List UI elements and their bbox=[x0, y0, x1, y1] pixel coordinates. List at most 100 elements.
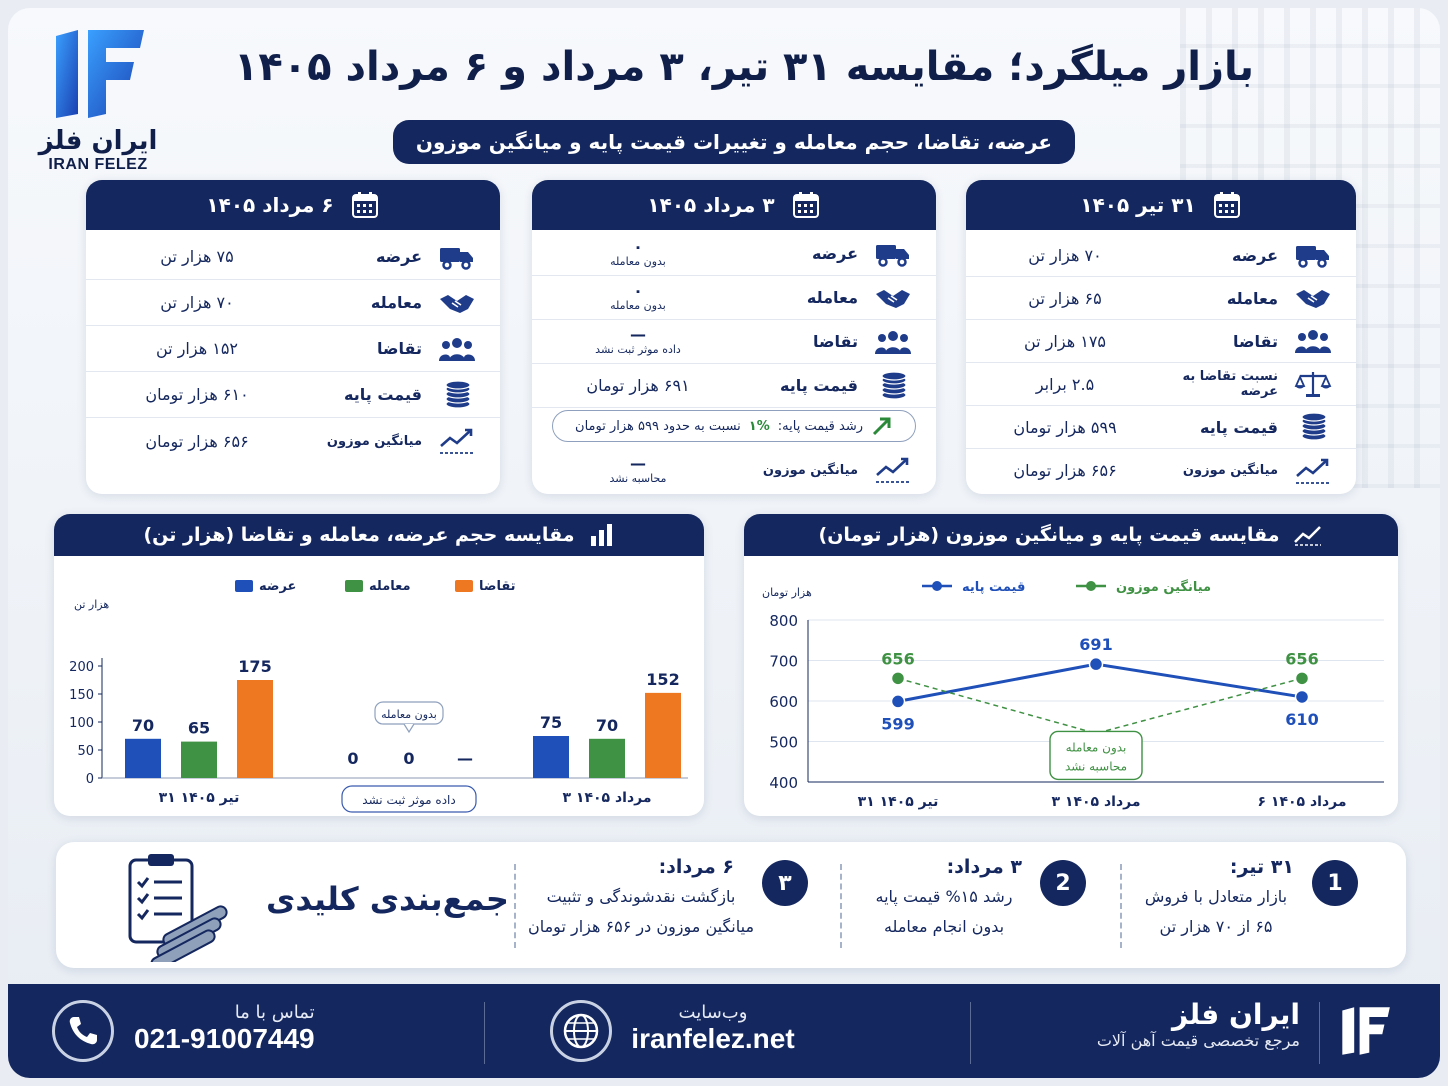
handshake-icon bbox=[872, 283, 914, 313]
data-label: 656 bbox=[881, 649, 914, 668]
row-label: تقاضا bbox=[1233, 331, 1278, 351]
summary-item-line1: رشد ۱۵% قیمت پایه bbox=[875, 887, 1013, 906]
legend-label: معامله bbox=[369, 579, 411, 594]
calendar-icon bbox=[1213, 192, 1240, 218]
y-tick-label: 150 bbox=[69, 688, 94, 703]
summary-divider bbox=[1120, 864, 1122, 948]
x-category-label: ۳ مرداد ۱۴۰۵ bbox=[562, 790, 651, 806]
card-row-people: تقاضا ۱۵۲ هزار تن bbox=[86, 326, 500, 372]
row-value: ۷۰ هزار تن bbox=[1028, 245, 1102, 265]
row-label: قیمت پایه bbox=[344, 385, 422, 404]
bar bbox=[533, 736, 569, 778]
card-rows: عرضه ۷۰ هزار تن معامله ۶۵ هزار تن تقاضا ۱۷۵ ه… bbox=[966, 230, 1356, 492]
row-value: ۲.۵ برابر bbox=[1035, 374, 1095, 394]
row-value: ۱۷۵ هزار تن bbox=[1023, 331, 1107, 351]
trend-icon bbox=[872, 455, 914, 485]
bar bbox=[589, 738, 625, 778]
row-value-main: — bbox=[630, 453, 646, 473]
y-axis-label: هزار تومان bbox=[762, 586, 812, 599]
row-value: — داده موثر ثبت نشد bbox=[554, 327, 722, 357]
trend-icon bbox=[436, 426, 478, 456]
row-label: عرضه bbox=[375, 247, 422, 266]
bar bbox=[181, 741, 217, 778]
card-row-truck: عرضه ۰ بدون معامله bbox=[532, 232, 936, 276]
phone-number[interactable]: 021-91007449 bbox=[134, 1023, 315, 1054]
phone-icon bbox=[52, 1000, 114, 1062]
y-tick-label: 100 bbox=[69, 716, 94, 731]
x-category-label: ۳۱ تیر ۱۴۰۵ bbox=[858, 794, 939, 810]
bar-value-label: — bbox=[457, 749, 473, 768]
row-value: ۷۵ هزار تن bbox=[160, 247, 234, 266]
card-row-scale: نسبت تقاضا به عرضه ۲.۵ برابر bbox=[966, 363, 1356, 406]
website-url[interactable]: iranfelez.net bbox=[631, 1023, 795, 1054]
legend-label: میانگین موزون bbox=[1116, 579, 1211, 595]
y-tick-label: 700 bbox=[769, 653, 798, 671]
card-row-people: تقاضا ۱۷۵ هزار تن bbox=[966, 320, 1356, 363]
card-title: ۳ مرداد ۱۴۰۵ bbox=[647, 193, 775, 217]
x-category-label: ۶ مرداد ۱۴۰۵ bbox=[1257, 794, 1346, 810]
row-value-main: ۰ bbox=[633, 237, 643, 256]
row-label: معامله bbox=[806, 288, 858, 307]
y-tick-label: 50 bbox=[77, 744, 94, 759]
brand-name-fa: ایران فلز bbox=[38, 126, 158, 156]
growth-suffix: نسبت به حدود ۵۹۹ هزار تومان bbox=[575, 418, 741, 434]
row-value: ۰ بدون معامله bbox=[554, 237, 722, 269]
card-row-handshake: معامله ۷۰ هزار تن bbox=[86, 280, 500, 326]
y-tick-label: 200 bbox=[69, 660, 94, 675]
bar-value-label: 0 bbox=[347, 749, 358, 768]
footer-divider bbox=[1319, 1002, 1320, 1064]
truck-icon bbox=[872, 239, 914, 269]
y-tick-label: 400 bbox=[769, 774, 798, 792]
row-value-note: داده موثر ثبت نشد bbox=[595, 343, 681, 356]
row-value-note: بدون معامله bbox=[610, 255, 666, 268]
card-row-coins: قیمت پایه ۶۹۱ هزار تومان bbox=[532, 364, 936, 408]
scale-icon bbox=[1292, 369, 1334, 399]
summary-item-line2: بدون انجام معامله bbox=[883, 917, 1005, 936]
truck-icon bbox=[436, 242, 478, 272]
handshake-icon bbox=[436, 288, 478, 318]
row-value: ۱۵۲ هزار تن bbox=[155, 339, 239, 358]
data-label: 610 bbox=[1285, 710, 1318, 729]
summary-number: 1 bbox=[1312, 860, 1358, 906]
data-point bbox=[1088, 656, 1104, 672]
chart-header: مقایسه حجم عرضه، معامله و تقاضا (هزار تن… bbox=[54, 514, 704, 556]
row-value-note: محاسبه نشد bbox=[609, 471, 667, 485]
no-trade-text: بدون معامله bbox=[381, 708, 437, 721]
legend-label: تقاضا bbox=[479, 579, 516, 594]
card-row-truck: عرضه ۷۵ هزار تن bbox=[86, 234, 500, 280]
no-data-text: داده موثر ثبت نشد bbox=[362, 793, 455, 808]
y-tick-label: 800 bbox=[769, 612, 798, 630]
row-value-note: بدون معامله bbox=[610, 299, 666, 312]
brand-name-en: IRAN FELEZ bbox=[48, 156, 148, 173]
data-point bbox=[1294, 689, 1310, 705]
footer-website[interactable]: وب‌سایت iranfelez.net bbox=[628, 1002, 798, 1055]
price-chart-card: مقایسه قیمت پایه و میانگین موزون (هزار ت… bbox=[744, 514, 1398, 816]
y-tick-label: 500 bbox=[769, 734, 798, 752]
globe-icon bbox=[550, 1000, 612, 1062]
legend-marker bbox=[932, 581, 942, 591]
summary-item-title: ۶ مرداد: bbox=[658, 856, 734, 878]
no-trade-line1: بدون معامله bbox=[1066, 740, 1127, 755]
bar-value-label: 70 bbox=[132, 716, 154, 735]
no-trade-callout: بدون معامله bbox=[374, 701, 444, 734]
row-value: ۶۵ هزار تن bbox=[1028, 288, 1102, 308]
iran-felez-logo-icon bbox=[56, 30, 144, 118]
card-title: ۶ مرداد ۱۴۰۵ bbox=[206, 193, 334, 217]
row-label: عرضه bbox=[811, 244, 858, 263]
y-axis-label: هزار تن bbox=[74, 598, 109, 611]
summary-number: 2 bbox=[1040, 860, 1086, 906]
bar-value-label: 70 bbox=[596, 716, 618, 735]
card-mordad-6: ۶ مرداد ۱۴۰۵ عرضه ۷۵ هزار تن معامله ۷۰ هزار… bbox=[86, 180, 500, 494]
bar-value-label: 75 bbox=[540, 713, 562, 732]
summary-divider bbox=[514, 864, 516, 948]
website-label: وب‌سایت bbox=[678, 1002, 748, 1023]
x-category-label: ۳۱ تیر ۱۴۰۵ bbox=[159, 790, 240, 806]
bar-value-label: 175 bbox=[238, 657, 271, 676]
card-rows: عرضه ۰ بدون معامله معامله ۰ بدون معامله تقاضا —… bbox=[532, 230, 936, 492]
footer-contact[interactable]: تماس با ما 021-91007449 bbox=[134, 1002, 315, 1055]
no-data-badge: داده موثر ثبت نشد bbox=[341, 785, 477, 813]
legend-swatch bbox=[345, 580, 363, 592]
legend-label: عرضه bbox=[259, 579, 296, 594]
volume-chart-card: مقایسه حجم عرضه، معامله و تقاضا (هزار تن… bbox=[54, 514, 704, 816]
up-arrow-icon bbox=[872, 417, 891, 436]
